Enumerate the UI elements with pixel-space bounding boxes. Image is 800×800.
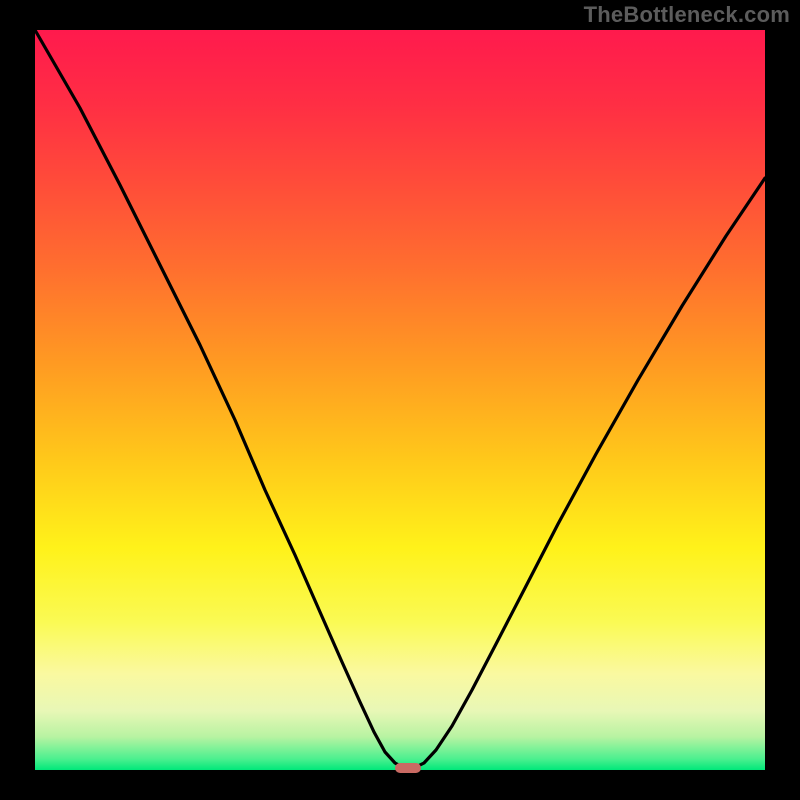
min-marker: [395, 763, 421, 773]
plot-background: [35, 30, 765, 770]
chart-root: TheBottleneck.com: [0, 0, 800, 800]
chart-svg: [0, 0, 800, 800]
